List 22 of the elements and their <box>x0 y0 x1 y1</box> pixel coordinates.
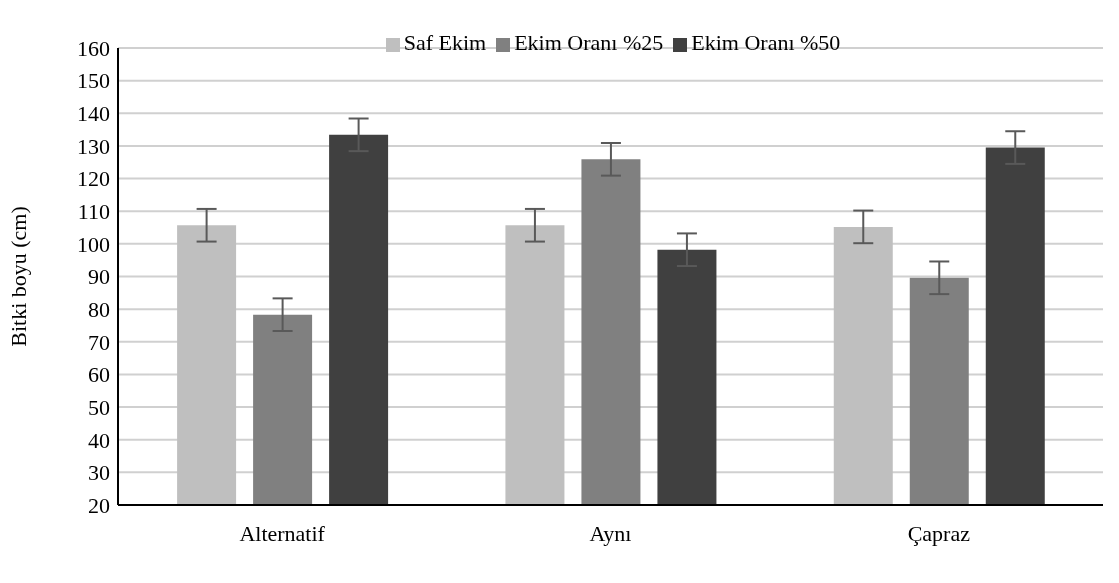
y-tick-label: 20 <box>88 492 110 518</box>
y-tick-label: 50 <box>88 394 110 420</box>
y-tick-label: 140 <box>77 101 110 127</box>
legend-label: Saf Ekim <box>403 30 487 55</box>
y-tick-label: 100 <box>77 231 110 257</box>
y-tick-label: 80 <box>88 296 110 322</box>
x-tick-label: Alternatif <box>239 520 326 546</box>
y-tick-label: 130 <box>77 133 110 159</box>
y-tick-label: 60 <box>88 362 110 388</box>
y-tick-label: 150 <box>77 68 110 94</box>
x-tick-label: Çapraz <box>907 520 971 546</box>
y-tick-label: 70 <box>88 329 110 355</box>
y-tick-label: 120 <box>77 166 110 192</box>
y-tick-label: 90 <box>88 264 110 290</box>
y-tick-label: 40 <box>88 427 110 453</box>
y-axis-title: Bitki boyu (cm) <box>5 206 31 347</box>
x-tick-label: Aynı <box>589 520 632 546</box>
legend-label: Ekim Oranı %25 <box>514 30 664 55</box>
y-tick-label: 30 <box>88 460 110 486</box>
y-tick-label: 110 <box>77 199 110 225</box>
legend-label: Ekim Oranı %50 <box>691 30 841 55</box>
y-tick-label: 160 <box>77 35 110 61</box>
